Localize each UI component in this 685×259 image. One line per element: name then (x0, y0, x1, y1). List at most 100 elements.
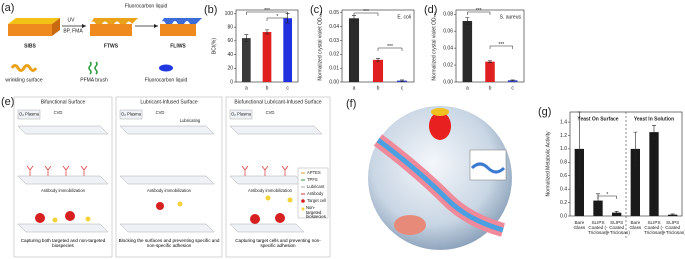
column-box (13, 96, 113, 258)
significance-text: *** (476, 8, 482, 14)
legend-text: Lubricant (307, 184, 325, 189)
significance-bracket (266, 17, 288, 21)
organ (394, 215, 426, 235)
organ (429, 112, 451, 140)
y-tick-label: 0.02 (443, 62, 453, 68)
step-box: Capturing both targeted and non-targeted… (20, 238, 106, 248)
significance-bracket (377, 47, 403, 51)
pfma-text: PFMA brush (80, 77, 108, 83)
fluorocarbon-text: Fluorocarbon liquid (125, 3, 168, 9)
y-tick-label: 0.6 (560, 173, 567, 179)
uv-text: UV (68, 17, 76, 23)
step-text: Blocking the surfaces and preventing spe… (118, 238, 220, 248)
significance-text: *** (387, 44, 393, 50)
antibodies (26, 165, 289, 176)
y-tick-label: 0.06 (443, 29, 453, 35)
bar (593, 200, 603, 216)
panel-label: (d) (424, 4, 437, 16)
significance-bracket (353, 12, 379, 16)
x-tick-label: c (286, 85, 289, 91)
x-tick-label: c (511, 85, 514, 91)
error-bar (400, 79, 404, 82)
error-bar (510, 79, 515, 82)
step-text: Antibody immobilization (248, 188, 293, 193)
slab (160, 24, 196, 36)
y-tick-label: 0.4 (560, 186, 567, 192)
slab (8, 24, 52, 36)
column-title: Bifunctional Surface (41, 99, 86, 105)
error-bar (614, 211, 619, 215)
panel-label: (f) (346, 98, 356, 110)
panel-label: (a) (1, 2, 14, 14)
column-box (225, 96, 331, 258)
error-bar (670, 213, 675, 216)
error-bar (488, 60, 492, 63)
bar (507, 80, 518, 82)
chart-title: E. coli (397, 14, 411, 20)
y-tick-label: 1.0 (560, 146, 567, 152)
panel-f: (f) (346, 98, 512, 250)
error-bar (465, 17, 470, 25)
wrinkle-icon (10, 64, 38, 72)
y-tick-label: 0 (230, 79, 233, 85)
y-tick-label: 0.05 (329, 10, 339, 16)
column-box (115, 96, 223, 258)
y-tick-label: 1.4 (560, 119, 567, 125)
y-tick-label: 20 (227, 66, 233, 72)
bar (649, 132, 659, 216)
column-title: Lubricant-Infused Surface (140, 99, 197, 105)
cvd-text: CVD (266, 110, 275, 115)
section-title: Yeast On Surface (577, 116, 618, 122)
column-title: Biofunctional Lubricant-Infused Surface (234, 99, 321, 105)
significance-bracket (467, 11, 491, 15)
vessel-core (376, 138, 504, 233)
slab-side (52, 18, 60, 36)
significance-text: *** (498, 42, 504, 48)
slab-top (8, 18, 60, 24)
step-text: Antibody immobilization (41, 188, 86, 193)
y-tick-label: 0.03 (329, 38, 339, 44)
x-tick-label: Bare Glass (573, 220, 586, 230)
panel-label: (b) (204, 4, 217, 16)
x-tick-label: SLIPS Coated (-Triclosan) (644, 220, 664, 235)
y-axis-label: Normalized Metabolic Activity (545, 131, 551, 197)
liquid-icon (159, 64, 173, 72)
significance-text: * (606, 192, 608, 198)
inset-wave (470, 162, 506, 174)
y-tick-label: 0.00 (329, 79, 339, 85)
cells (35, 195, 293, 224)
sibs-text: SIBS (24, 43, 36, 49)
y-tick-label: 100 (225, 11, 234, 17)
step-box: Blocking the surfaces and preventing spe… (118, 238, 220, 248)
y-tick-label: 0.04 (329, 24, 339, 30)
lubricating-text: Lubricating (180, 118, 201, 123)
chart-title: S. aureus (500, 14, 522, 20)
x-tick-label: SLIPS Coated (+Triclosan) (661, 220, 685, 235)
error-bar (376, 58, 380, 62)
plasma-text: O₂ Plasma (121, 112, 142, 117)
panel-a: (a) UV BP, FMA Fluorocarbon liquid SIBS … (1, 2, 202, 83)
x-tick-label: SLIPS Coated (-Triclosan) (588, 220, 608, 235)
y-tick-label: 0.08 (443, 12, 453, 18)
cvd-text: CVD (156, 110, 165, 115)
step-text: Antibody immobilization (147, 188, 192, 193)
y-tick-label: 60 (227, 38, 233, 44)
y-tick-label: 0.8 (560, 160, 567, 166)
arrow-head (154, 24, 158, 28)
wrinkled-top (90, 18, 138, 27)
arrow-head (82, 24, 86, 28)
step-text: Capturing both targeted and non-targeted… (20, 238, 106, 248)
plasma-text: O₂ Plasma (231, 112, 252, 117)
panel-label: (g) (538, 106, 551, 118)
plasma-text: O₂ Plasma (19, 112, 40, 117)
y-tick-label: 0.01 (329, 65, 339, 71)
y-tick-label: 40 (227, 52, 233, 58)
y-tick-label: 0.0 (560, 213, 567, 219)
significance-bracket (246, 11, 288, 15)
x-tick-label: c (401, 85, 404, 91)
x-tick-label: a (245, 85, 248, 91)
bar (348, 18, 360, 82)
y-tick-label: 1.2 (560, 133, 567, 139)
organ-top (431, 108, 449, 116)
